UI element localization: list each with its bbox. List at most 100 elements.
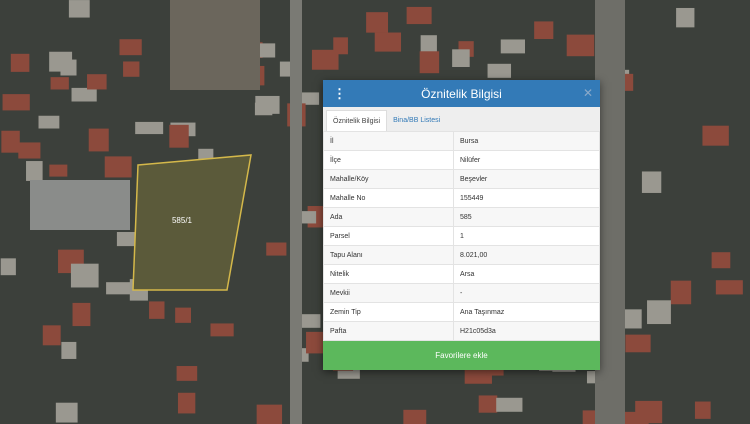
building xyxy=(55,402,78,423)
building xyxy=(104,156,132,178)
building xyxy=(625,334,651,353)
building xyxy=(2,94,30,111)
building xyxy=(297,314,321,328)
attribute-table: İl Bursa İlçe Nilüfer Mahalle/Köy Beşevler Mah… xyxy=(323,131,600,341)
building xyxy=(311,49,339,70)
building xyxy=(647,300,671,325)
parcel-label: 585/1 xyxy=(172,216,193,225)
building xyxy=(641,171,662,193)
table-row: Zemin Tip Ana Taşınmaz xyxy=(323,302,600,322)
attribute-key: Parsel xyxy=(323,226,454,246)
building xyxy=(26,161,43,181)
building xyxy=(18,142,41,159)
building xyxy=(71,87,97,102)
building xyxy=(119,39,142,56)
dialog-title: Öznitelik Bilgisi xyxy=(421,86,502,101)
building xyxy=(566,34,595,57)
building xyxy=(0,258,16,276)
attribute-value: 155449 xyxy=(453,188,600,208)
building xyxy=(406,6,432,25)
building xyxy=(670,280,692,305)
attribute-key: İl xyxy=(323,131,454,151)
building xyxy=(419,51,440,74)
attribute-value: 1 xyxy=(453,226,600,246)
table-row: Mevkii - xyxy=(323,283,600,303)
attribute-value: H21c05d3a xyxy=(453,321,600,341)
building xyxy=(374,32,402,52)
building xyxy=(496,397,523,412)
building xyxy=(500,39,526,54)
building xyxy=(420,35,437,54)
building xyxy=(50,77,69,90)
building xyxy=(254,102,273,116)
attribute-key: Ada xyxy=(323,207,454,227)
building xyxy=(42,325,61,346)
table-row: Ada 585 xyxy=(323,207,600,227)
building xyxy=(582,410,599,424)
building xyxy=(478,395,498,413)
attribute-value: - xyxy=(453,283,600,303)
building xyxy=(487,63,512,78)
building xyxy=(49,51,73,72)
building xyxy=(61,341,77,359)
building xyxy=(464,367,492,384)
table-row: Tapu Alanı 8.021,00 xyxy=(323,245,600,265)
building xyxy=(10,53,30,72)
tab-bar: Öznitelik Bilgisi Bina/BB Listesi xyxy=(323,107,600,131)
building xyxy=(266,242,287,256)
tab-attribute-info[interactable]: Öznitelik Bilgisi xyxy=(326,110,388,131)
building xyxy=(149,301,165,319)
attribute-key: Mevkii xyxy=(323,283,454,303)
table-row: İl Bursa xyxy=(323,131,600,151)
attribute-key: Mahalle/Köy xyxy=(323,169,454,189)
dialog-header: ⋮ Öznitelik Bilgisi ✕ xyxy=(323,80,600,107)
table-row: Parsel 1 xyxy=(323,226,600,246)
building xyxy=(70,263,99,288)
building xyxy=(177,392,196,414)
close-icon[interactable]: ✕ xyxy=(582,86,593,100)
building xyxy=(87,74,107,90)
building xyxy=(676,7,695,28)
table-row: İlçe Nilüfer xyxy=(323,150,600,170)
attribute-value: 585 xyxy=(453,207,600,227)
building xyxy=(534,21,554,40)
attribute-key: Zemin Tip xyxy=(323,302,454,322)
table-row: Pafta H21c05d3a xyxy=(323,321,600,341)
table-row: Nitelik Arsa xyxy=(323,264,600,284)
vertical-dots-icon[interactable]: ⋮ xyxy=(333,86,346,101)
building xyxy=(123,61,140,77)
building xyxy=(622,411,649,424)
attribute-key: Pafta xyxy=(323,321,454,341)
building xyxy=(702,125,729,146)
building xyxy=(256,404,283,424)
attribute-key: Mahalle No xyxy=(323,188,454,208)
table-row: Mahalle No 155449 xyxy=(323,188,600,208)
building xyxy=(715,280,743,295)
attribute-value: Beşevler xyxy=(453,169,600,189)
building xyxy=(1,130,20,153)
attribute-key: İlçe xyxy=(323,150,454,170)
parcel-outline[interactable] xyxy=(132,154,252,291)
attribute-dialog: ⋮ Öznitelik Bilgisi ✕ Öznitelik Bilgisi … xyxy=(323,80,600,370)
building xyxy=(210,323,234,337)
building xyxy=(169,124,189,148)
building xyxy=(38,115,60,129)
attribute-value: Nilüfer xyxy=(453,150,600,170)
building xyxy=(403,409,427,424)
add-favorites-button[interactable]: Favorilere ekle xyxy=(323,341,600,370)
building xyxy=(366,12,389,33)
attribute-value: Arsa xyxy=(453,264,600,284)
building xyxy=(452,49,470,68)
building xyxy=(88,128,109,152)
building xyxy=(49,164,68,177)
building xyxy=(694,401,711,419)
table-row: Mahalle/Köy Beşevler xyxy=(323,169,600,189)
building xyxy=(711,252,731,269)
building xyxy=(175,307,192,323)
attribute-value: Ana Taşınmaz xyxy=(453,302,600,322)
building xyxy=(72,302,91,327)
attribute-key: Nitelik xyxy=(323,264,454,284)
building xyxy=(176,366,198,381)
tab-building-list[interactable]: Bina/BB Listesi xyxy=(393,117,441,124)
building xyxy=(116,232,138,247)
